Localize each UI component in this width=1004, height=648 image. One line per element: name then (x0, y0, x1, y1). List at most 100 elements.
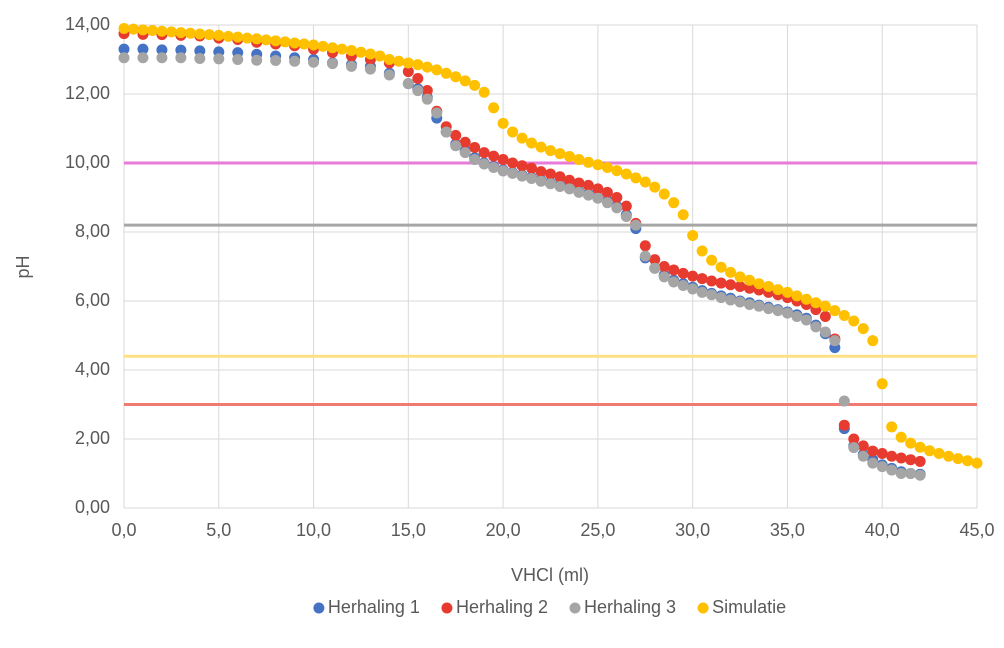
data-point (421, 93, 433, 105)
data-point (734, 271, 746, 283)
data-point (175, 52, 187, 64)
data-point (829, 335, 841, 347)
data-point (194, 52, 206, 64)
y-tick-label: 12,00 (65, 83, 110, 103)
data-point (582, 189, 594, 201)
data-point (762, 303, 774, 315)
data-point (526, 173, 538, 185)
data-point (364, 48, 376, 60)
data-point (488, 150, 500, 162)
data-point (563, 150, 575, 162)
legend-marker (313, 602, 325, 614)
data-point (327, 42, 339, 54)
data-point (260, 34, 272, 46)
data-point (402, 78, 414, 90)
data-point (431, 107, 443, 119)
data-point (810, 321, 822, 333)
data-point (611, 192, 623, 203)
data-point (516, 160, 528, 172)
data-point (734, 296, 746, 308)
data-point (582, 156, 594, 168)
data-point (440, 67, 452, 79)
data-point (298, 38, 310, 50)
data-point (876, 461, 888, 473)
data-point (620, 210, 632, 222)
data-point (677, 279, 689, 291)
data-point (734, 281, 746, 293)
data-point (554, 171, 566, 183)
y-tick-label: 2,00 (75, 428, 110, 448)
data-point (421, 85, 433, 97)
data-point (601, 186, 613, 198)
y-axis-label: pH (13, 255, 33, 278)
data-point (620, 200, 632, 212)
data-point (687, 270, 699, 282)
data-point (715, 292, 727, 304)
data-point (838, 419, 850, 431)
data-point (781, 307, 793, 319)
data-point (592, 183, 604, 195)
data-point (800, 293, 812, 305)
data-point (762, 281, 774, 293)
data-point (516, 132, 528, 144)
data-point (772, 284, 784, 296)
data-point (573, 154, 585, 166)
data-point (829, 305, 841, 317)
data-point (478, 147, 490, 159)
data-point (867, 445, 879, 457)
data-point (526, 162, 538, 174)
data-point (374, 50, 386, 62)
legend-label: Herhaling 1 (328, 597, 420, 617)
data-point (582, 179, 594, 191)
data-point (687, 229, 699, 241)
data-point (431, 64, 443, 76)
data-point (469, 141, 481, 153)
data-point (165, 26, 177, 38)
data-point (355, 46, 367, 58)
data-point (383, 69, 395, 81)
data-point (649, 181, 661, 193)
data-point (478, 158, 490, 170)
data-point (905, 437, 917, 449)
data-point (914, 441, 926, 453)
data-point (905, 454, 917, 466)
data-point (563, 174, 575, 186)
x-tick-label: 45,0 (959, 520, 994, 540)
data-point (895, 431, 907, 443)
data-point (308, 56, 320, 68)
data-point (402, 57, 414, 69)
data-point (649, 254, 661, 266)
data-point (393, 55, 405, 67)
data-point (715, 261, 727, 273)
data-point (146, 25, 158, 37)
data-point (488, 102, 500, 114)
data-point (535, 175, 547, 187)
data-point (725, 266, 737, 278)
data-point (611, 202, 623, 214)
data-point (592, 192, 604, 204)
data-point (497, 117, 509, 129)
data-point (668, 276, 680, 288)
data-point (744, 274, 756, 286)
data-point (819, 300, 831, 312)
data-point (345, 45, 357, 57)
x-tick-label: 25,0 (580, 520, 615, 540)
data-point (412, 59, 424, 71)
data-point (545, 168, 556, 180)
x-axis-label: VHCl (ml) (511, 565, 589, 585)
data-point (744, 282, 756, 294)
data-point (241, 32, 253, 44)
y-tick-label: 4,00 (75, 359, 110, 379)
data-point (545, 145, 556, 157)
data-point (933, 447, 945, 459)
data-point (127, 23, 139, 35)
data-point (317, 40, 329, 52)
data-point (886, 421, 898, 433)
data-point (943, 450, 955, 462)
data-point (478, 86, 490, 98)
data-point (611, 165, 623, 177)
data-point (895, 452, 907, 464)
data-point (554, 180, 566, 192)
legend-label: Simulatie (712, 597, 786, 617)
